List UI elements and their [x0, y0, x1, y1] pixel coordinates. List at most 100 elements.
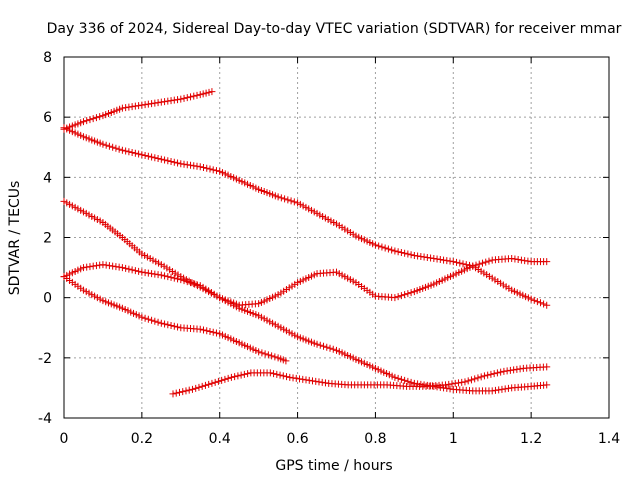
data-point: [407, 289, 415, 297]
data-point: [167, 158, 175, 166]
data-point: [391, 247, 399, 255]
data-point: [138, 151, 146, 159]
data-point: [122, 147, 130, 155]
data-point: [157, 155, 165, 163]
data-point: [83, 263, 91, 271]
x-tick-label: 0.8: [364, 431, 386, 447]
data-point: [128, 149, 136, 157]
data-point: [433, 383, 441, 391]
data-point: [284, 196, 292, 204]
data-point: [451, 379, 459, 387]
data-point: [459, 260, 467, 268]
data-point: [193, 91, 201, 99]
data-point: [488, 387, 496, 395]
data-point: [79, 118, 87, 126]
data-point: [244, 370, 252, 378]
data-point: [122, 104, 130, 112]
data-point: [83, 117, 91, 125]
data-point: [118, 146, 126, 154]
data-point: [177, 276, 185, 284]
data-point: [122, 264, 130, 272]
data-point: [138, 313, 146, 321]
data-point: [394, 293, 402, 301]
data-point: [99, 140, 107, 148]
data-point: [102, 141, 110, 149]
data-point: [264, 351, 272, 359]
data-point: [482, 258, 490, 266]
data-point: [206, 328, 214, 336]
data-point: [112, 263, 120, 271]
data-point: [154, 271, 162, 279]
data-point: [321, 379, 329, 387]
data-point: [326, 344, 334, 352]
tick-marks: [63, 56, 610, 419]
data-point: [192, 384, 200, 392]
data-point: [514, 256, 522, 264]
data-point: [477, 373, 485, 381]
data-point: [536, 299, 544, 307]
data-point: [221, 375, 229, 383]
grid-lines: [64, 57, 609, 418]
data-point: [378, 243, 386, 251]
data-point: [472, 261, 480, 269]
data-point: [125, 103, 133, 111]
y-tick-label: -4: [38, 411, 52, 427]
data-point: [287, 197, 295, 205]
data-point: [170, 158, 178, 166]
data-point: [449, 258, 457, 266]
data-point: [480, 372, 488, 380]
data-point: [125, 265, 133, 273]
data-point: [212, 167, 220, 175]
data-point: [493, 369, 501, 377]
data-point: [475, 260, 483, 268]
data-point: [177, 160, 185, 168]
data-point: [446, 257, 454, 265]
data-point: [394, 374, 402, 382]
chart-title: Day 336 of 2024, Sidereal Day-to-day VTE…: [47, 21, 622, 37]
y-tick-label: 8: [43, 50, 52, 66]
data-point: [268, 352, 276, 360]
data-point: [462, 261, 470, 269]
data-point: [174, 96, 182, 104]
data-point: [157, 98, 165, 106]
data-point: [543, 363, 551, 371]
tick-labels: 0 0.2 0.4 0.6 0.8 1 1.2 1.4 -4 -2 0 2 4 6 8: [38, 50, 620, 447]
data-point: [211, 378, 219, 386]
data-point: [144, 100, 152, 108]
data-point: [401, 291, 409, 299]
data-point: [187, 93, 195, 101]
data-point: [151, 154, 159, 162]
data-point: [543, 301, 551, 309]
data-point: [397, 292, 405, 300]
data-point: [471, 375, 479, 383]
data-point: [86, 263, 94, 271]
data-point: [144, 269, 152, 277]
data-point: [487, 370, 495, 378]
data-point: [203, 327, 211, 335]
data-point: [198, 382, 206, 390]
data-point: [193, 281, 201, 289]
data-point: [490, 370, 498, 378]
data-point: [299, 375, 307, 383]
data-point: [174, 275, 182, 283]
data-point: [164, 273, 172, 281]
data-point: [388, 246, 396, 254]
data-point: [375, 242, 383, 250]
series-track-a: [60, 88, 216, 133]
data-point: [89, 115, 97, 123]
data-point: [135, 150, 143, 158]
data-point: [305, 376, 313, 384]
data-point: [151, 317, 159, 325]
data-point: [151, 99, 159, 107]
data-point: [196, 325, 204, 333]
data-point: [381, 244, 389, 252]
data-point: [105, 142, 113, 150]
data-point: [316, 341, 324, 349]
data-point: [92, 114, 100, 122]
data-point: [148, 270, 156, 278]
data-point: [118, 264, 126, 272]
data-point: [279, 372, 287, 380]
data-point: [141, 101, 149, 109]
data-point: [199, 90, 207, 98]
